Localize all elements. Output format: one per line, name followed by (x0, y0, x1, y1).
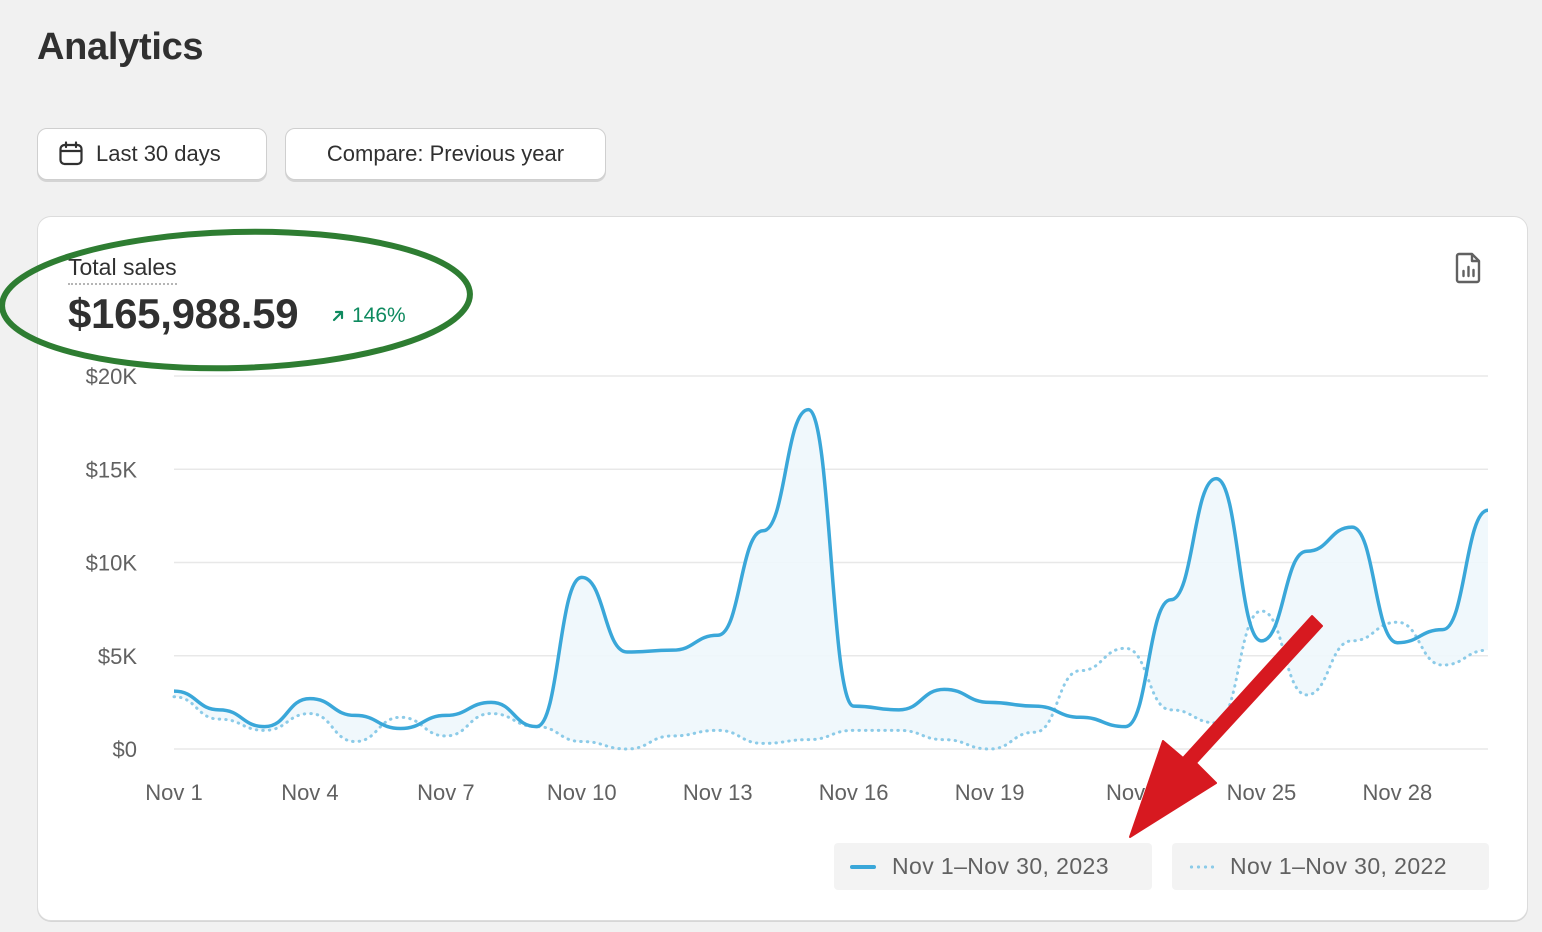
legend-swatch-dotted (1188, 864, 1214, 869)
compare-label: Compare: Previous year (326, 141, 565, 166)
compare-button[interactable]: Compare: Previous year (285, 128, 606, 180)
y-tick-label: $15K (86, 457, 138, 482)
date-range-button[interactable]: Last 30 days (37, 128, 267, 180)
y-tick-label: $20K (86, 364, 138, 389)
x-tick-label: Nov 4 (281, 780, 338, 805)
x-tick-label: Nov 13 (683, 780, 753, 805)
x-tick-label: Nov 25 (1227, 780, 1297, 805)
series-line-2023 (173, 407, 1489, 731)
legend-label-2023: Nov 1–Nov 30, 2023 (892, 853, 1109, 879)
x-tick-label: Nov 19 (955, 780, 1025, 805)
x-tick-label: Nov 10 (547, 780, 617, 805)
x-tick-label: Nov 7 (417, 780, 474, 805)
x-tick-label: Nov 28 (1363, 780, 1433, 805)
calendar-icon (59, 141, 83, 166)
legend-swatch-solid (850, 864, 876, 869)
y-tick-label: $10K (86, 551, 138, 576)
x-tick-label: Nov 16 (819, 780, 889, 805)
x-tick-label: Nov 1 (145, 780, 202, 805)
x-tick-label: Nov (1106, 780, 1145, 805)
y-tick-label: $0 (113, 737, 137, 762)
legend-item-2023[interactable]: Nov 1–Nov 30, 2023 (834, 843, 1152, 890)
legend-label-2022: Nov 1–Nov 30, 2022 (1230, 853, 1447, 879)
legend-item-2022[interactable]: Nov 1–Nov 30, 2022 (1172, 843, 1489, 890)
y-tick-label: $5K (98, 644, 137, 669)
date-range-label: Last 30 days (96, 141, 221, 166)
export-report-icon[interactable] (1453, 251, 1485, 285)
page-title: Analytics (37, 26, 204, 68)
